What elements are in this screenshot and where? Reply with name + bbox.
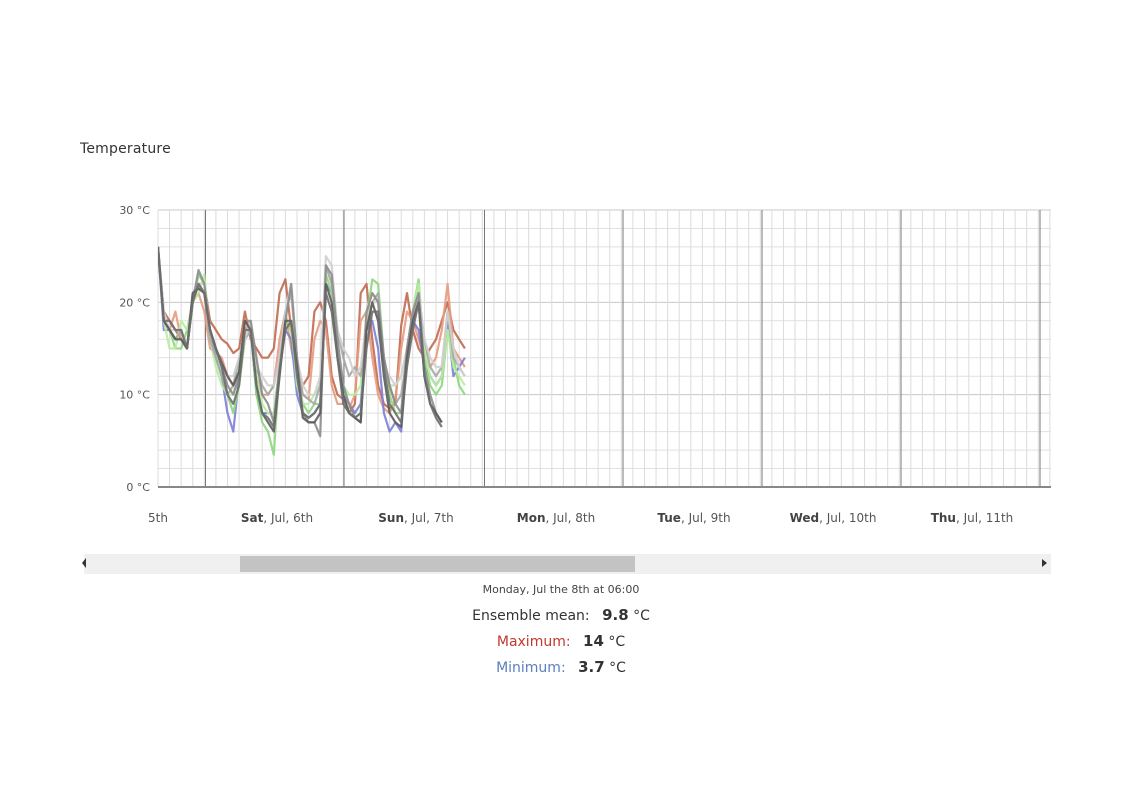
x-tick-date: , Jul, 10th: [819, 511, 876, 525]
x-tick-label: Sat, Jul, 6th: [241, 511, 313, 525]
x-tick-date: , Jul, 11th: [956, 511, 1013, 525]
x-tick-label: 5th: [148, 511, 168, 525]
scroll-left-icon[interactable]: [82, 558, 86, 568]
mean-value: 9.8: [602, 606, 629, 624]
min-value: 3.7: [578, 658, 605, 676]
y-tick-label: 30 °C: [119, 204, 150, 217]
x-tick-label: Sun, Jul, 7th: [378, 511, 453, 525]
scroll-thumb[interactable]: [240, 556, 635, 572]
x-tick-label: Tue, Jul, 9th: [657, 511, 730, 525]
x-tick-day: Sat: [241, 511, 264, 525]
x-tick-day: Wed: [790, 511, 820, 525]
ensemble-series-line: [158, 246, 443, 429]
tooltip-max-row: Maximum: 14 °C: [400, 628, 722, 654]
x-tick-date: , Jul, 6th: [263, 511, 313, 525]
chart-title: Temperature: [80, 141, 171, 157]
mean-unit: °C: [633, 608, 650, 624]
min-label: Minimum:: [496, 660, 566, 676]
x-tick-day: Sun: [378, 511, 404, 525]
scroll-right-icon[interactable]: [1042, 559, 1047, 567]
y-tick-label: 0 °C: [126, 481, 150, 494]
tooltip-mean-row: Ensemble mean: 9.8 °C: [400, 602, 722, 628]
max-value: 14: [583, 632, 604, 650]
grid: [157, 209, 1051, 488]
x-tick-label: Wed, Jul, 10th: [790, 511, 877, 525]
temperature-chart: 0 °C 10 °C 20 °C 30 °C 5th Sat, Jul, 6th Sun,…: [119, 204, 1051, 525]
chart-scrollbar[interactable]: [82, 554, 1051, 574]
mean-label: Ensemble mean:: [472, 608, 590, 624]
tooltip-time: Monday, Jul the 8th at 06:00: [482, 583, 640, 596]
series-lines: [158, 246, 466, 456]
x-tick-day: Thu: [931, 511, 956, 525]
y-tick-label: 10 °C: [119, 389, 150, 402]
tooltip-panel: Monday, Jul the 8th at 06:00 Ensemble me…: [400, 583, 722, 680]
x-tick-date: 5th: [148, 511, 168, 525]
x-tick-day: Tue: [657, 511, 681, 525]
x-tick-date: , Jul, 8th: [546, 511, 596, 525]
x-tick-label: Thu, Jul, 11th: [931, 511, 1014, 525]
y-tick-label: 20 °C: [119, 296, 150, 309]
x-tick-date: , Jul, 7th: [404, 511, 454, 525]
x-tick-label: Mon, Jul, 8th: [517, 511, 595, 525]
x-tick-date: , Jul, 9th: [681, 511, 731, 525]
x-tick-day: Mon: [517, 511, 546, 525]
max-label: Maximum:: [496, 634, 571, 650]
min-unit: °C: [609, 660, 626, 676]
tooltip-min-row: Minimum: 3.7 °C: [400, 654, 722, 680]
max-unit: °C: [608, 634, 626, 650]
y-axis-ticks: 0 °C 10 °C 20 °C 30 °C: [119, 204, 150, 494]
x-axis-ticks: 5th Sat, Jul, 6th Sun, Jul, 7th Mon, Jul, 8…: [148, 511, 1013, 525]
